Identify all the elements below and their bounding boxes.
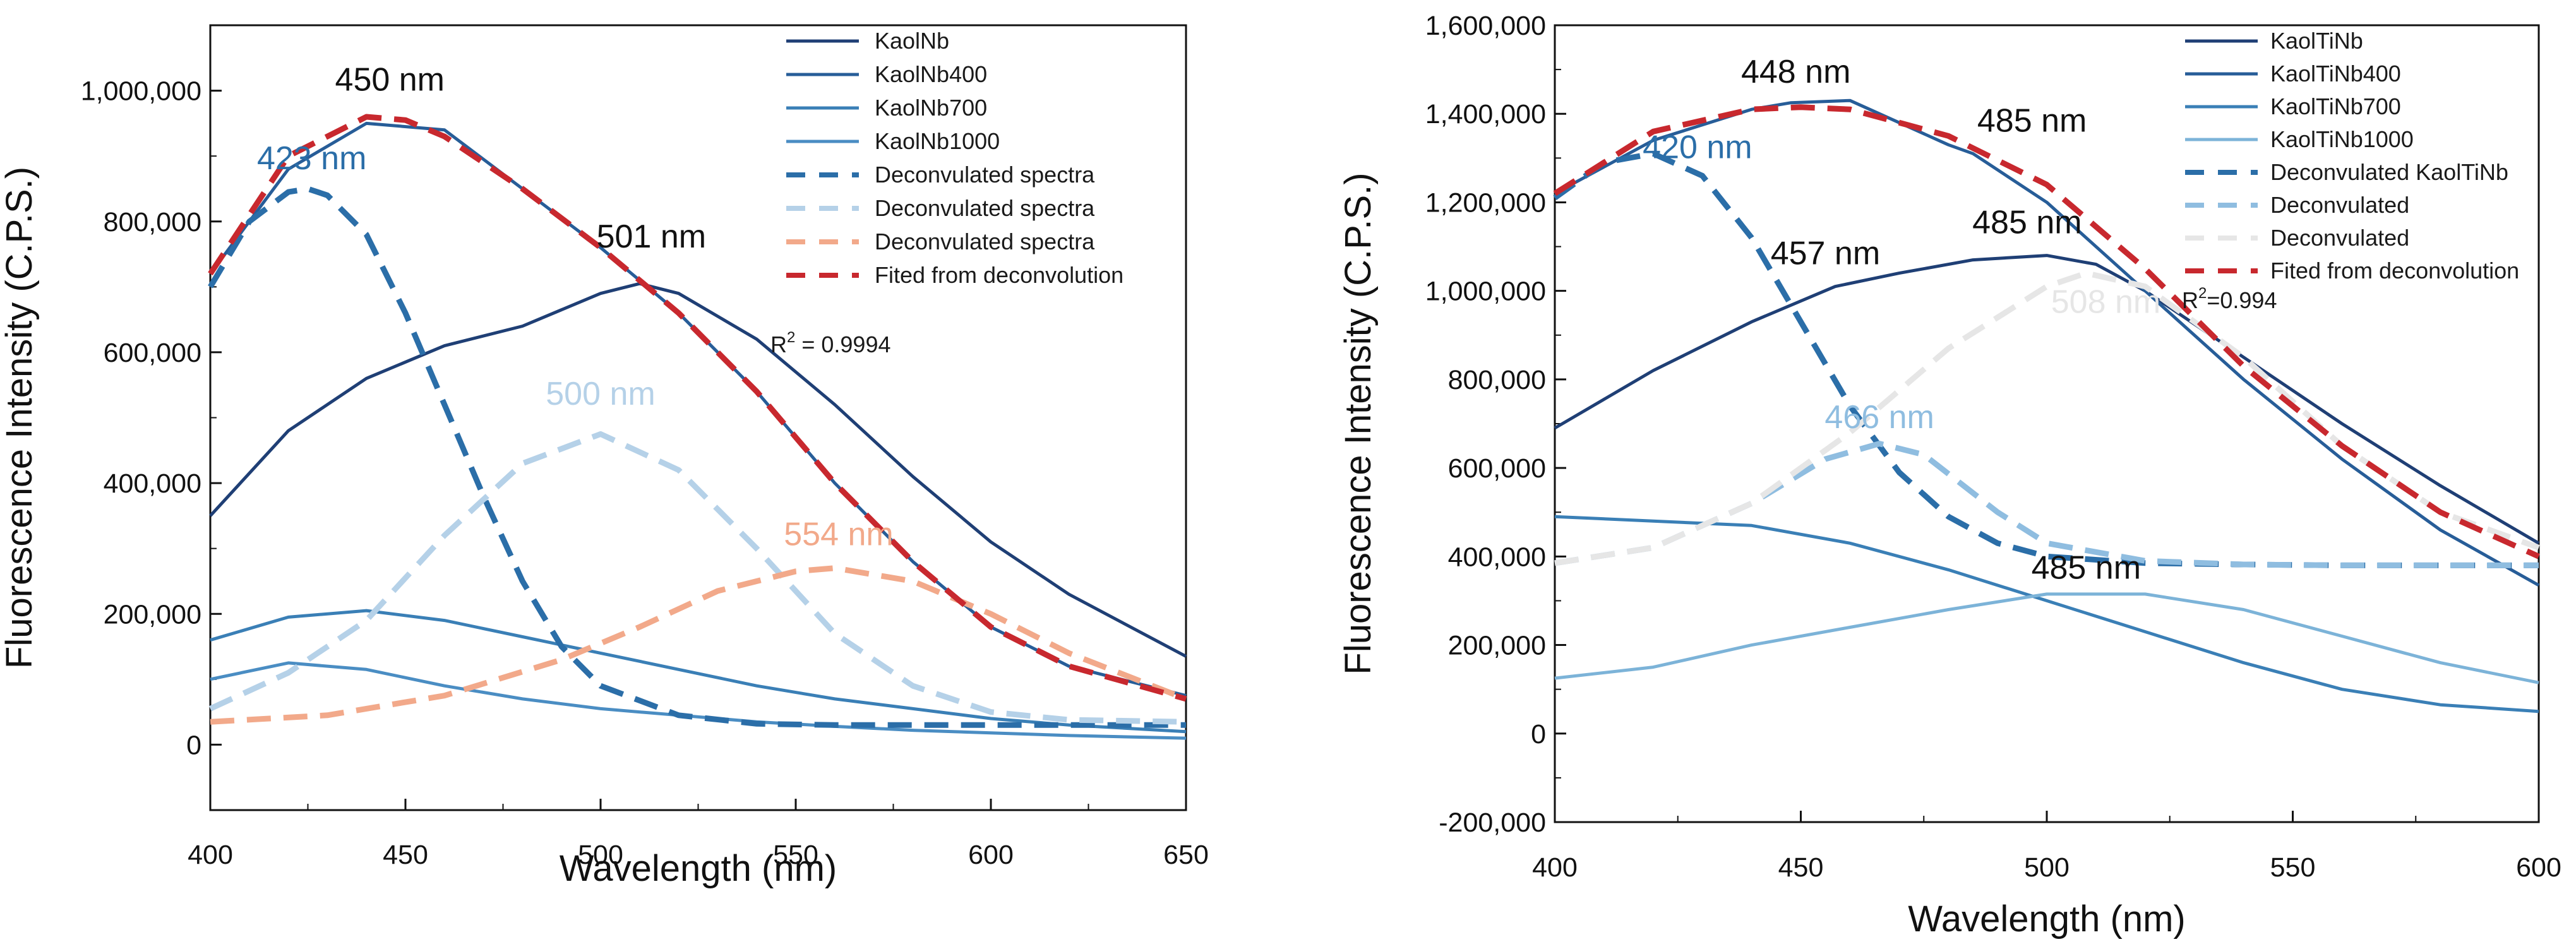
y-axis-title: Fluorescence Intensity (C.P.S.)	[1338, 172, 1379, 674]
peak-annotation: 457 nm	[1771, 236, 1880, 272]
y-tick-label: 400,000	[1448, 542, 1546, 572]
x-axis-title: Wavelength (nm)	[1908, 898, 2185, 940]
series-line-0	[209, 282, 1187, 658]
y-axis-title: Fluorescence Intensity (C.P.S.)	[0, 167, 40, 669]
legend-entry: Deconvulated spectra	[875, 195, 1095, 221]
legend-entry: Deconvulated spectra	[875, 229, 1095, 254]
legend-entry: Deconvulated KaolTiNb	[2270, 159, 2508, 185]
series-line-6	[1554, 270, 2540, 566]
x-tick-label: 550	[2270, 852, 2316, 883]
y-tick-label: 1,200,000	[1425, 188, 1546, 218]
r-squared-label: R2 = 0.9994	[770, 329, 891, 357]
legend-entry: KaolTiNb	[2270, 28, 2363, 54]
x-tick-label: 550	[773, 840, 818, 870]
y-tick-label: 0	[186, 730, 201, 760]
y-tick-label: 0	[1531, 719, 1546, 749]
x-tick-label: 600	[2516, 852, 2561, 883]
legend-entry: Deconvulated spectra	[875, 162, 1095, 188]
x-axis-title: Wavelength (nm)	[560, 848, 837, 889]
peak-annotation: 508 nm	[2051, 284, 2160, 321]
y-tick-label: 200,000	[104, 599, 201, 630]
r-squared-exponent: 2	[2198, 285, 2207, 302]
legend-entry: KaolTiNb1000	[2270, 126, 2414, 152]
peak-annotation: 466 nm	[1824, 399, 1934, 436]
legend-entry: KaolNb700	[875, 95, 987, 121]
peak-annotation: 500 nm	[546, 376, 655, 412]
y-tick-label: 800,000	[1448, 365, 1546, 395]
legend-entry: Fited from deconvolution	[875, 262, 1123, 288]
legend-entry: KaolTiNb400	[2270, 61, 2401, 87]
peak-annotation: 501 nm	[597, 218, 706, 255]
y-tick-label: 1,400,000	[1425, 99, 1546, 129]
x-tick-label: 400	[1532, 852, 1578, 883]
x-tick-label: 450	[383, 840, 428, 870]
legend-entry: KaolTiNb700	[2270, 93, 2401, 119]
series-line-5	[209, 431, 1187, 725]
series-line-2	[1554, 515, 2539, 713]
peak-annotation: 420 nm	[1643, 129, 1752, 165]
y-tick-label: 1,600,000	[1425, 11, 1546, 41]
y-tick-label: 1,000,000	[1425, 277, 1546, 307]
legend-entry: KaolNb400	[875, 61, 987, 87]
left-chart-panel: 0 200,000 400,000 600,000 800,000 1,000,000 40…	[0, 24, 1209, 889]
r-squared-label: R2=0.994	[2182, 285, 2277, 313]
legend-entry: KaolNb	[875, 28, 949, 54]
y-tick-label: 400,000	[104, 469, 201, 499]
series-line-0	[1554, 254, 2540, 545]
series-line-2	[210, 609, 1187, 734]
y-tick-label: 200,000	[1448, 631, 1546, 661]
y-tick-label: -200,000	[1439, 808, 1546, 838]
y-tick-label: 600,000	[1448, 453, 1546, 484]
legend-entry: KaolNb1000	[875, 128, 1000, 154]
x-tick-label: 500	[578, 840, 623, 870]
x-tick-label: 450	[1778, 852, 1824, 883]
peak-annotation: 485 nm	[1977, 102, 2087, 139]
x-tick-label: 500	[2024, 852, 2070, 883]
peak-annotation: 423 nm	[257, 140, 366, 177]
r-squared-value: = 0.9994	[795, 331, 890, 357]
series-line-6	[210, 565, 1187, 725]
r-squared-symbol: R	[770, 331, 787, 357]
peak-annotation: 485 nm	[2032, 549, 2141, 586]
series-line-5	[1554, 441, 2539, 568]
right-chart-panel: -200,000 0 200,000 400,000 600,000 800,000 1,0…	[1338, 11, 2561, 940]
peak-annotation: 448 nm	[1741, 54, 1850, 90]
x-tick-label: 400	[188, 840, 233, 870]
y-tick-label: 1,000,000	[81, 76, 201, 107]
legend-entry: Deconvulated	[2270, 192, 2409, 218]
r-squared-symbol: R	[2182, 287, 2198, 313]
y-tick-label: 600,000	[104, 338, 201, 368]
series-line-1	[1554, 98, 2540, 587]
legend-entry: Fited from deconvolution	[2270, 258, 2519, 284]
series-line-7	[208, 114, 1187, 702]
series-line-3	[1554, 592, 2539, 684]
peak-annotation: 554 nm	[784, 516, 893, 552]
peak-annotation: 450 nm	[335, 62, 445, 98]
series-line-4	[208, 186, 1186, 728]
peak-annotation: 485 nm	[1972, 205, 2082, 241]
r-squared-value: =0.994	[2207, 287, 2277, 313]
series-line-7	[1553, 104, 2540, 559]
x-tick-label: 600	[968, 840, 1014, 870]
legend-entry: Deconvulated	[2270, 225, 2409, 251]
x-tick-label: 650	[1163, 840, 1209, 870]
y-tick-label: 800,000	[104, 207, 201, 237]
r-squared-exponent: 2	[787, 329, 795, 346]
